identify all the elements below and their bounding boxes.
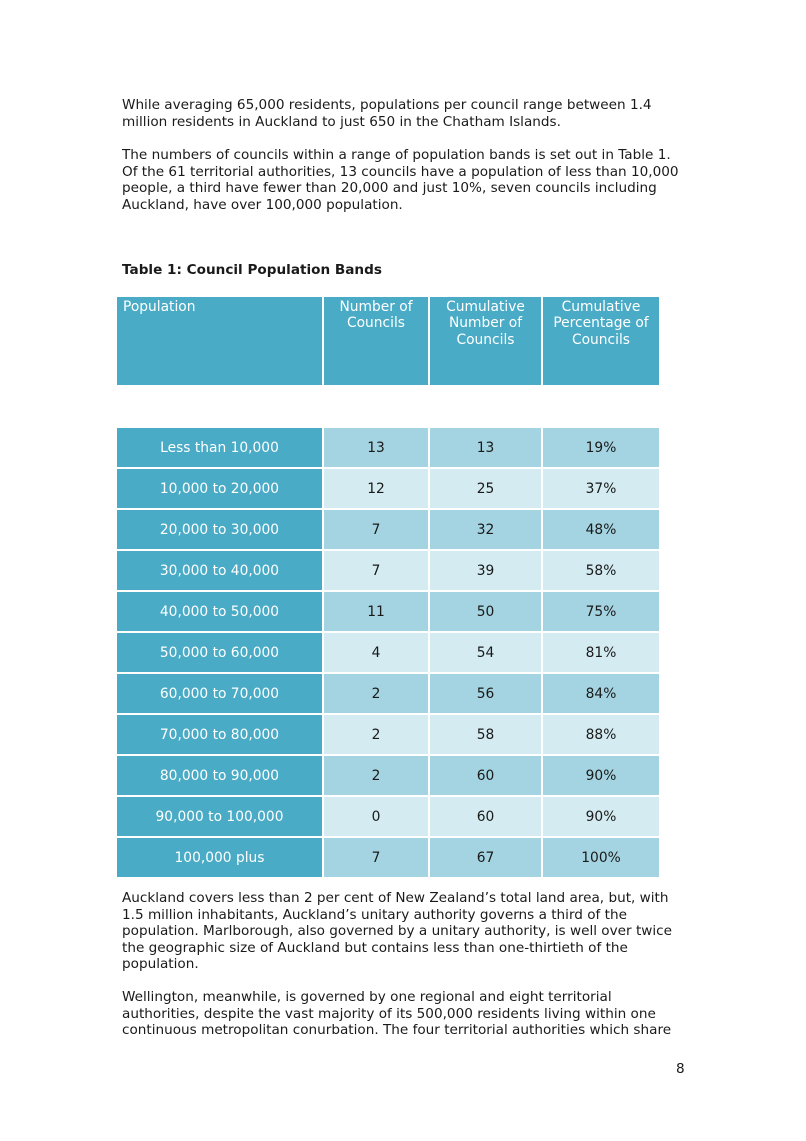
percentage-cell: 81%	[543, 633, 659, 672]
table-spacer-row	[117, 387, 659, 426]
table-row: 60,000 to 70,000 2 56 84%	[117, 674, 659, 713]
cumulative-cell: 56	[430, 674, 541, 713]
cumulative-cell: 60	[430, 756, 541, 795]
number-cell: 7	[324, 838, 428, 877]
cumulative-cell: 58	[430, 715, 541, 754]
percentage-cell: 48%	[543, 510, 659, 549]
number-cell: 2	[324, 674, 428, 713]
auckland-paragraph: Auckland covers less than 2 per cent of …	[122, 890, 673, 973]
population-band-cell: 80,000 to 90,000	[117, 756, 322, 795]
cumulative-cell: 60	[430, 797, 541, 836]
population-bands-paragraph: The numbers of councils within a range o…	[122, 147, 679, 213]
header-cumulative-percentage: Cumulative Percentage of Councils	[543, 297, 659, 385]
number-cell: 11	[324, 592, 428, 631]
cumulative-cell: 32	[430, 510, 541, 549]
header-cumulative-number: Cumulative Number of Councils	[430, 297, 541, 385]
council-population-table: Population Number of Councils Cumulative…	[115, 295, 661, 879]
percentage-cell: 84%	[543, 674, 659, 713]
page-number: 8	[676, 1061, 685, 1077]
percentage-cell: 90%	[543, 756, 659, 795]
population-band-cell: 30,000 to 40,000	[117, 551, 322, 590]
table-row: 30,000 to 40,000 7 39 58%	[117, 551, 659, 590]
table-row: 20,000 to 30,000 7 32 48%	[117, 510, 659, 549]
table-row: 70,000 to 80,000 2 58 88%	[117, 715, 659, 754]
cumulative-cell: 13	[430, 428, 541, 467]
table-row: 10,000 to 20,000 12 25 37%	[117, 469, 659, 508]
number-cell: 7	[324, 510, 428, 549]
population-band-cell: 10,000 to 20,000	[117, 469, 322, 508]
table-row: 90,000 to 100,000 0 60 90%	[117, 797, 659, 836]
percentage-cell: 75%	[543, 592, 659, 631]
population-band-cell: 60,000 to 70,000	[117, 674, 322, 713]
population-band-cell: 50,000 to 60,000	[117, 633, 322, 672]
population-band-cell: 70,000 to 80,000	[117, 715, 322, 754]
cumulative-cell: 54	[430, 633, 541, 672]
percentage-cell: 100%	[543, 838, 659, 877]
table-row: Less than 10,000 13 13 19%	[117, 428, 659, 467]
percentage-cell: 58%	[543, 551, 659, 590]
percentage-cell: 90%	[543, 797, 659, 836]
table-row: 50,000 to 60,000 4 54 81%	[117, 633, 659, 672]
population-band-cell: 40,000 to 50,000	[117, 592, 322, 631]
number-cell: 12	[324, 469, 428, 508]
cumulative-cell: 50	[430, 592, 541, 631]
table-title: Table 1: Council Population Bands	[122, 262, 382, 278]
header-population: Population	[117, 297, 322, 385]
population-band-cell: 20,000 to 30,000	[117, 510, 322, 549]
header-number-of-councils: Number of Councils	[324, 297, 428, 385]
intro-paragraph: While averaging 65,000 residents, popula…	[122, 97, 652, 130]
number-cell: 7	[324, 551, 428, 590]
number-cell: 4	[324, 633, 428, 672]
percentage-cell: 19%	[543, 428, 659, 467]
table-header-row: Population Number of Councils Cumulative…	[117, 297, 659, 385]
cumulative-cell: 67	[430, 838, 541, 877]
cumulative-cell: 25	[430, 469, 541, 508]
table-row: 40,000 to 50,000 11 50 75%	[117, 592, 659, 631]
number-cell: 2	[324, 715, 428, 754]
cumulative-cell: 39	[430, 551, 541, 590]
population-band-cell: 100,000 plus	[117, 838, 322, 877]
population-band-cell: 90,000 to 100,000	[117, 797, 322, 836]
number-cell: 13	[324, 428, 428, 467]
population-band-cell: Less than 10,000	[117, 428, 322, 467]
number-cell: 0	[324, 797, 428, 836]
number-cell: 2	[324, 756, 428, 795]
percentage-cell: 88%	[543, 715, 659, 754]
table-row: 100,000 plus 7 67 100%	[117, 838, 659, 877]
table-row: 80,000 to 90,000 2 60 90%	[117, 756, 659, 795]
percentage-cell: 37%	[543, 469, 659, 508]
wellington-paragraph: Wellington, meanwhile, is governed by on…	[122, 989, 672, 1039]
